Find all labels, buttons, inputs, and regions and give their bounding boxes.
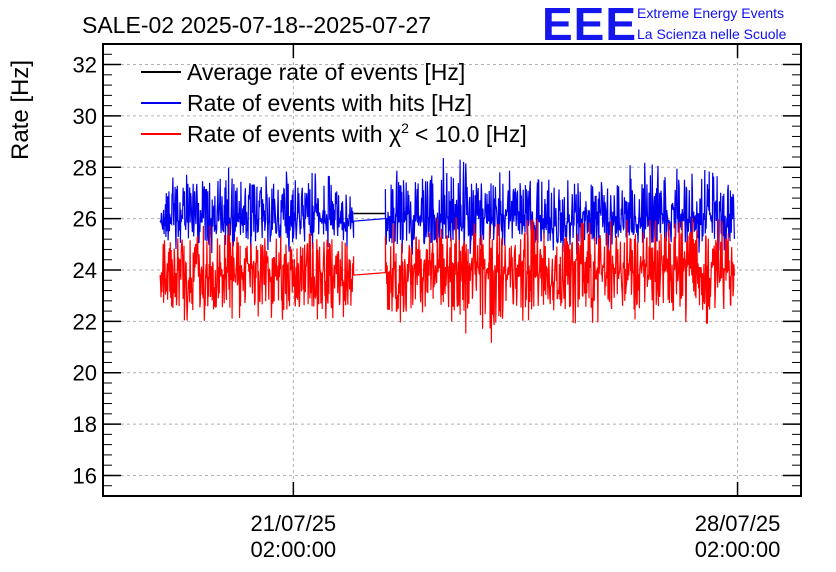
x-tick-label-date: 28/07/25 (695, 511, 781, 536)
series-layer (159, 157, 735, 343)
series-chi2-line (159, 217, 735, 343)
y-tick-label: 26 (73, 207, 97, 232)
x-tick-label-time: 02:00:00 (251, 537, 337, 562)
eee-logo: EEE (542, 0, 637, 50)
legend-label-chi2: Rate of events with χ2 < 10.0 [Hz] (187, 120, 527, 147)
y-tick-label: 22 (73, 309, 97, 334)
brand-line-2: La Scienza nelle Scuole (637, 26, 787, 42)
chart-title: SALE-02 2025-07-18--2025-07-27 (82, 12, 431, 38)
legend: Average rate of events [Hz] Rate of even… (141, 59, 527, 147)
y-tick-label: 24 (73, 258, 97, 283)
legend-chi2-main: Rate of events with χ (187, 121, 401, 147)
legend-chi2-superscript: 2 (401, 120, 409, 136)
legend-chi2-tail: < 10.0 [Hz] (415, 121, 527, 147)
ticks-layer: 16182022242628303221/07/2502:00:0028/07/… (73, 43, 801, 562)
legend-label-hits: Rate of events with hits [Hz] (187, 90, 472, 116)
legend-label-average: Average rate of events [Hz] (187, 59, 465, 85)
brand-line-1: Extreme Energy Events (637, 5, 784, 21)
x-tick-label-time: 02:00:00 (695, 537, 781, 562)
y-tick-label: 30 (73, 104, 97, 129)
y-axis-label: Rate [Hz] (7, 60, 34, 160)
y-tick-label: 20 (73, 361, 97, 386)
y-tick-label: 28 (73, 155, 97, 180)
y-tick-label: 18 (73, 412, 97, 437)
y-tick-label: 16 (73, 463, 97, 488)
x-tick-label-date: 21/07/25 (251, 511, 337, 536)
y-tick-label: 32 (73, 53, 97, 78)
